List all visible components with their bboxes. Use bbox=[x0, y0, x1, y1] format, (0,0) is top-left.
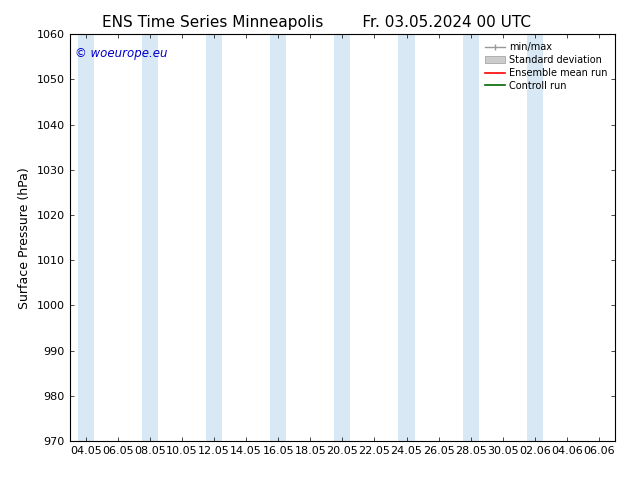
Bar bbox=[527, 34, 543, 441]
Bar bbox=[78, 34, 94, 441]
Y-axis label: Surface Pressure (hPa): Surface Pressure (hPa) bbox=[18, 167, 31, 309]
Legend: min/max, Standard deviation, Ensemble mean run, Controll run: min/max, Standard deviation, Ensemble me… bbox=[482, 39, 610, 94]
Bar bbox=[334, 34, 351, 441]
Bar bbox=[142, 34, 158, 441]
Bar bbox=[399, 34, 415, 441]
Bar bbox=[270, 34, 286, 441]
Text: ENS Time Series Minneapolis        Fr. 03.05.2024 00 UTC: ENS Time Series Minneapolis Fr. 03.05.20… bbox=[103, 15, 531, 30]
Text: © woeurope.eu: © woeurope.eu bbox=[75, 47, 167, 59]
Bar bbox=[206, 34, 222, 441]
Bar bbox=[463, 34, 479, 441]
